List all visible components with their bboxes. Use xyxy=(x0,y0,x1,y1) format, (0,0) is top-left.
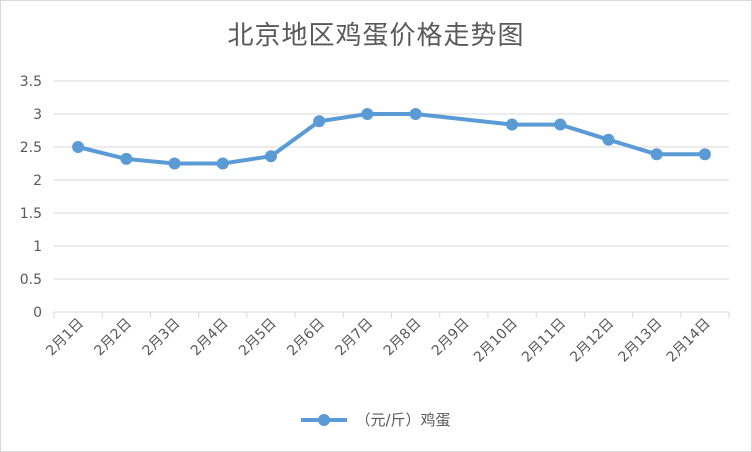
x-tick-label: 2月3日 xyxy=(140,316,184,360)
series-layer xyxy=(72,108,711,170)
legend-swatch xyxy=(301,413,348,427)
chart-title: 北京地区鸡蛋价格走势图 xyxy=(227,21,525,51)
y-tick-label: 3.5 xyxy=(20,74,42,90)
data-point xyxy=(602,133,615,146)
y-tick-label: 3 xyxy=(33,107,42,123)
legend-label: （元/斤）鸡蛋 xyxy=(355,411,451,429)
x-tick-label: 2月14日 xyxy=(664,316,714,366)
x-tick-label: 2月9日 xyxy=(429,316,473,360)
data-point xyxy=(506,118,519,131)
gridlines xyxy=(54,80,729,313)
data-point xyxy=(409,108,422,120)
x-tick-label: 2月5日 xyxy=(236,316,280,360)
data-point xyxy=(216,157,229,170)
y-tick-label: 0 xyxy=(33,305,42,321)
data-point xyxy=(361,108,374,120)
x-tick-label: 2月7日 xyxy=(333,316,377,360)
data-point xyxy=(698,148,711,161)
y-tick-label: 1 xyxy=(33,239,42,255)
legend: （元/斤）鸡蛋 xyxy=(1,409,751,430)
data-point xyxy=(72,141,85,153)
x-axis-ticks: 2月1日 2月2日 2月3日 2月4日 2月5日 2月6日 2月7日 2月8日 2月9日2月10… xyxy=(43,312,730,366)
x-tick-label: 2月4日 xyxy=(188,316,232,360)
x-tick-label: 2月10日 xyxy=(471,316,521,366)
data-point xyxy=(650,148,663,161)
data-point xyxy=(554,118,567,131)
y-tick-label: 0.5 xyxy=(20,272,42,288)
y-tick-label: 2.5 xyxy=(20,140,42,156)
x-tick-label: 2月2日 xyxy=(91,316,135,360)
data-point xyxy=(264,150,277,163)
data-point xyxy=(313,115,326,128)
y-tick-label: 2 xyxy=(33,173,42,189)
data-point xyxy=(168,157,181,170)
x-tick-label: 2月11日 xyxy=(519,316,569,366)
x-tick-label: 2月12日 xyxy=(567,316,617,366)
data-point xyxy=(120,152,133,165)
x-tick-label: 2月8日 xyxy=(381,316,425,360)
x-tick-label: 2月6日 xyxy=(284,316,328,360)
x-tick-label: 2月1日 xyxy=(43,316,87,360)
y-axis-ticks: 0 0.5 1 1.5 2 2.5 3 3.5 xyxy=(20,74,42,321)
y-tick-label: 1.5 xyxy=(20,206,42,222)
x-tick-label: 2月13日 xyxy=(615,316,665,366)
